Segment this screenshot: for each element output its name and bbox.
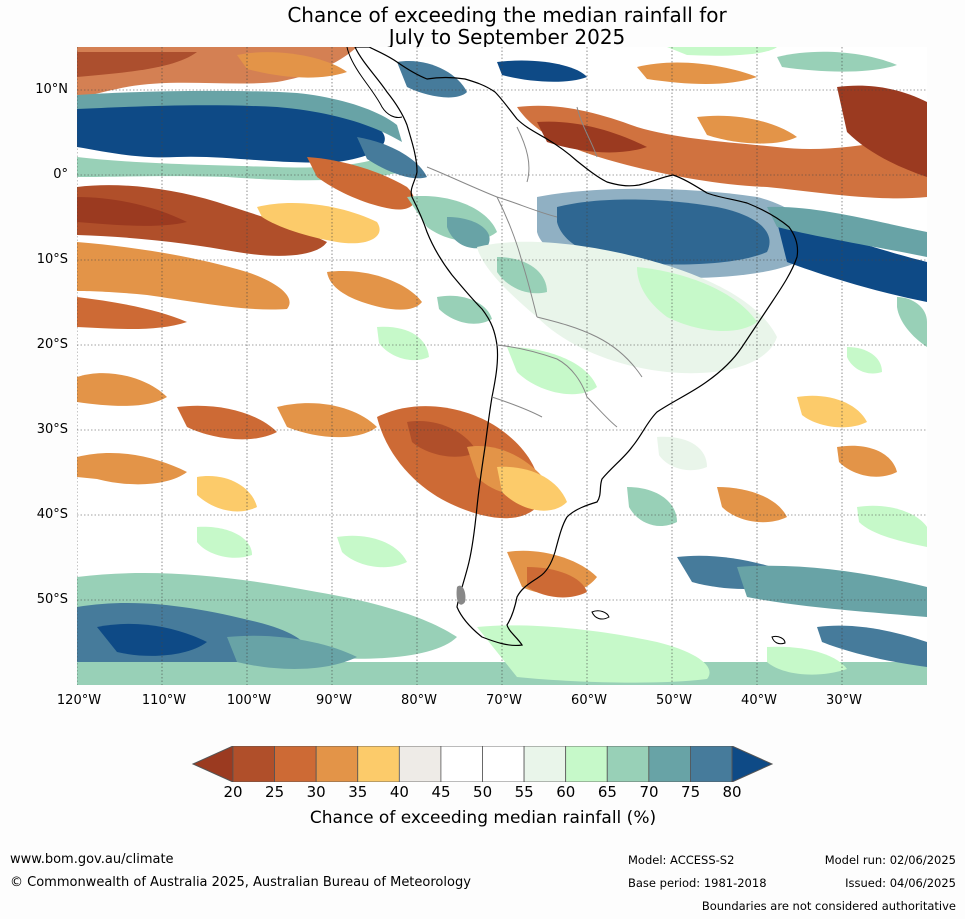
colorbar-tick: 60	[556, 783, 576, 801]
chart-title: Chance of exceeding the median rainfall …	[0, 4, 965, 48]
graticule	[77, 47, 927, 685]
website-text: www.bom.gov.au/climate	[10, 852, 174, 867]
lon-label-70w: 70°W	[486, 693, 522, 708]
base-period-text: Base period: 1981-2018	[628, 876, 767, 890]
rainfall-outlook-map	[77, 47, 927, 685]
rainfall-field	[77, 47, 927, 685]
colorbar-tick: 80	[722, 783, 742, 801]
colorbar-tick: 75	[681, 783, 701, 801]
copyright-text: © Commonwealth of Australia 2025, Austra…	[10, 875, 471, 890]
colorbar-extend-low	[191, 746, 234, 782]
colorbar-tick: 65	[597, 783, 617, 801]
lon-label-80w: 80°W	[401, 693, 437, 708]
lon-label-30w: 30°W	[826, 693, 862, 708]
lon-label-120w: 120°W	[56, 693, 102, 708]
colorbar-extend-high	[731, 746, 774, 782]
colorbar-segment	[606, 746, 650, 782]
colorbar-segment	[482, 746, 525, 782]
colorbar-tick: 35	[348, 783, 368, 801]
colorbar-segment	[648, 746, 691, 782]
lon-label-60w: 60°W	[571, 693, 607, 708]
central-america-coast	[346, 47, 403, 118]
model-run-text: Model run: 02/06/2025	[824, 853, 956, 867]
colorbar-segment	[690, 746, 733, 782]
lat-label-40s: 40°S	[36, 507, 68, 522]
issued-text: Issued: 04/06/2025	[845, 876, 956, 890]
country-boundaries	[426, 106, 643, 428]
lon-label-40w: 40°W	[741, 693, 777, 708]
lat-label-10s: 10°S	[36, 252, 68, 267]
lat-label-30s: 30°S	[36, 422, 68, 437]
colorbar-tick: 25	[265, 783, 285, 801]
chart-title-line-2: July to September 2025	[388, 25, 626, 49]
colorbar	[191, 746, 774, 782]
colorbar-segment	[398, 746, 442, 782]
disclaimer-text: Boundaries are not considered authoritat…	[701, 899, 956, 913]
lon-label-110w: 110°W	[141, 693, 187, 708]
lon-label-100w: 100°W	[226, 693, 272, 708]
colorbar-title: Chance of exceeding median rainfall (%)	[309, 808, 657, 828]
colorbar-segment	[274, 746, 317, 782]
model-text: Model: ACCESS-S2	[628, 853, 735, 867]
colorbar-tick: 30	[306, 783, 326, 801]
colorbar-tick: 45	[431, 783, 451, 801]
south-georgia	[771, 636, 786, 645]
colorbar-tick: 50	[473, 783, 493, 801]
lat-label-10n: 10°N	[35, 82, 68, 97]
chart-title-line-1: Chance of exceeding the median rainfall …	[287, 3, 727, 27]
colorbar-segment	[315, 746, 359, 782]
lon-label-50w: 50°W	[656, 693, 692, 708]
colorbar-segment	[440, 746, 483, 782]
colorbar-tick: 40	[389, 783, 409, 801]
colorbar-segments	[191, 746, 774, 782]
colorbar-tick: 20	[223, 783, 243, 801]
falkland-islands	[591, 610, 610, 620]
colorbar-segment	[523, 746, 567, 782]
lon-label-90w: 90°W	[316, 693, 352, 708]
colorbar-tick: 70	[639, 783, 659, 801]
map-canvas	[77, 47, 927, 685]
colorbar-segment	[357, 746, 400, 782]
colorbar-tick: 55	[514, 783, 534, 801]
lat-label-50s: 50°S	[36, 592, 68, 607]
lat-label-0: 0°	[53, 167, 68, 182]
colorbar-segment	[232, 746, 275, 782]
lat-label-20s: 20°S	[36, 337, 68, 352]
chile-fjords	[456, 585, 466, 605]
coastline	[354, 47, 799, 647]
colorbar-segment	[565, 746, 608, 782]
